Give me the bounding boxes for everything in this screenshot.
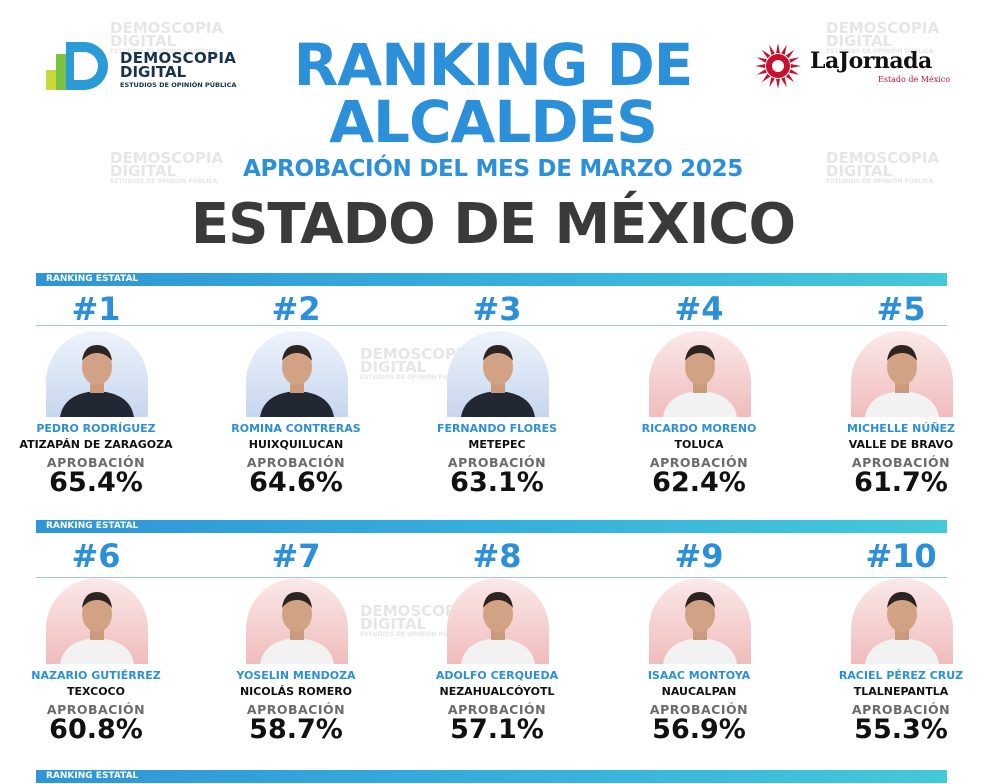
municipality-name: TEXCOCO [67,685,125,698]
section-bar: RANKING ESTATAL [36,273,947,286]
mayor-card: #9 ISAAC MONTOYA NAUCALPAN APROBACIÓN [619,537,779,745]
approval-percent: 64.6% [249,467,343,498]
mayor-photo [851,331,953,417]
la-jornada-logo: LaJornada Estado de México [754,42,954,92]
approval-percent: 57.1% [450,714,544,745]
mayor-name: ROMINA CONTRERAS [231,422,361,435]
approval-label: APROBACIÓN [851,455,951,470]
municipality-name: METEPEC [468,438,526,451]
approval-percent: 58.7% [249,714,343,745]
mayor-photo [46,331,148,417]
approval-label: APROBACIÓN [46,702,146,717]
rank-number: #9 [674,537,724,575]
rank-number: #3 [472,290,522,328]
mayor-name: YOSELIN MENDOZA [236,669,356,682]
municipality-name: VALLE DE BRAVO [848,438,954,451]
watermark: DEMOSCOPIA DIGITAL ESTUDIOS DE OPINIÓN PÚB… [110,149,224,186]
rank-number: #1 [71,290,121,328]
watermark: DEMOSCOPIA DIGITAL ESTUDIOS DE OPINIÓN PÚB… [826,149,940,186]
approval-label: APROBACIÓN [649,455,749,470]
municipality-name: ATIZAPÁN DE ZARAGOZA [19,438,173,451]
mayor-card: #1 PEDRO RODRÍGUEZ ATIZAPÁN DE ZARAGOZA … [16,290,176,498]
mayor-name: ISAAC MONTOYA [647,669,751,682]
rank-number: #5 [876,290,926,328]
section-bar: RANKING ESTATAL [36,770,947,783]
approval-label: APROBACIÓN [246,455,346,470]
approval-label: APROBACIÓN [46,455,146,470]
section-bar: RANKING ESTATAL [36,520,947,533]
rank-number: #2 [271,290,321,328]
mayor-photo [246,578,348,664]
mayor-name: PEDRO RODRÍGUEZ [36,422,156,435]
page-subtitle: APROBACIÓN DEL MES DE MARZO 2025 [243,156,743,182]
municipality-name: NAUCALPAN [661,685,737,698]
rank-number: #7 [271,537,321,575]
approval-percent: 62.4% [652,467,746,498]
rank-number: #8 [472,537,522,575]
mayor-photo [851,578,953,664]
approval-percent: 65.4% [49,467,143,498]
page-title-line2: ALCALDES [329,88,658,156]
mayor-name: FERNANDO FLORES [436,422,558,435]
municipality-name: NICOLÁS ROMERO [239,685,353,698]
municipality-name: NEZAHUALCÓYOTL [439,685,555,698]
municipality-name: TOLUCA [674,438,724,451]
municipality-name: TLALNEPANTLA [853,685,949,698]
mayor-card: #10 RACIEL PÉREZ CRUZ TLALNEPANTLA APROB… [821,537,981,745]
mayor-name: ADOLFO CERQUEDA [435,669,559,682]
municipality-name: HUIXQUILUCAN [248,438,344,451]
approval-label: APROBACIÓN [447,702,547,717]
mayor-photo [649,331,751,417]
page-title-line1: RANKING DE [293,31,694,99]
divider [36,577,947,578]
mayor-card: #7 YOSELIN MENDOZA NICOLÁS ROMERO APROBA… [216,537,376,745]
approval-label: APROBACIÓN [649,702,749,717]
mayor-photo [46,578,148,664]
watermark: DEMOSCOPIA DIGITAL ESTUDIOS DE OPINIÓN PÚB… [826,19,940,56]
watermark: DEMOSCOPIA DIGITAL ESTUDIOS DE OPINIÓN PÚB… [110,19,224,56]
state-heading: ESTADO DE MÉXICO [190,192,796,257]
approval-label: APROBACIÓN [447,455,547,470]
approval-percent: 61.7% [854,467,948,498]
mayor-photo [447,578,549,664]
approval-percent: 55.3% [854,714,948,745]
mayor-photo [447,331,549,417]
mayor-name: RICARDO MORENO [641,422,757,435]
mayor-photo [246,331,348,417]
rank-number: #4 [674,290,724,328]
mayor-card: #2 ROMINA CONTRERAS HUIXQUILUCAN APROBAC… [216,290,376,498]
mayor-name: RACIEL PÉREZ CRUZ [838,669,964,682]
demoscopia-digital-logo: DEMOSCOPIA DIGITAL ESTUDIOS DE OPINIÓN P… [44,38,244,98]
mayor-name: MICHELLE NÚÑEZ [846,422,956,435]
approval-percent: 63.1% [450,467,544,498]
mayor-name: NAZARIO GUTIÉRREZ [31,669,161,682]
mayor-card: #4 RICARDO MORENO TOLUCA APROBACIÓN [619,290,779,498]
mayor-card: #5 MICHELLE NÚÑEZ VALLE DE BRAVO APROBAC… [821,290,981,498]
watermark: DEMOSCOPIA DIGITAL ESTUDIOS DE OPINIÓN PÚB… [360,345,474,382]
approval-label: APROBACIÓN [851,702,951,717]
approval-percent: 60.8% [49,714,143,745]
approval-label: APROBACIÓN [246,702,346,717]
mayor-photo [649,578,751,664]
mayor-card: #8 ADOLFO CERQUEDA NEZAHUALCÓYOTL APROBA… [417,537,577,745]
mayor-card: #6 NAZARIO GUTIÉRREZ TEXCOCO APROBACIÓN [16,537,176,745]
approval-percent: 56.9% [652,714,746,745]
divider [36,325,947,326]
sun-icon [755,43,801,89]
watermark: DEMOSCOPIA DIGITAL ESTUDIOS DE OPINIÓN PÚB… [360,602,474,639]
rank-number: #6 [71,537,121,575]
mayor-card: #3 FERNANDO FLORES METEPEC APROBACIÓN [417,290,577,498]
demoscopia-d-icon [46,42,108,90]
rank-number: #10 [865,537,937,575]
